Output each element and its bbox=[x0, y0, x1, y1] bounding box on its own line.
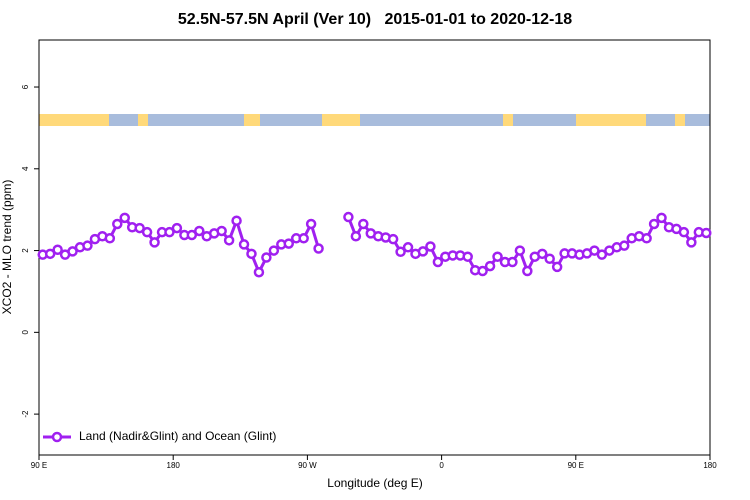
data-point bbox=[417, 246, 429, 257]
chart-title: 52.5N-57.5N April (Ver 10) 2015-01-01 to… bbox=[178, 11, 572, 28]
legend-marker bbox=[51, 431, 63, 443]
data-point bbox=[596, 249, 608, 260]
y-tick-label: -2 bbox=[21, 410, 30, 418]
data-point bbox=[641, 233, 652, 244]
land-strip bbox=[503, 114, 513, 126]
y-tick-label: 6 bbox=[21, 84, 30, 89]
data-point bbox=[648, 218, 660, 230]
data-point bbox=[298, 233, 309, 244]
x-tick-label: 90 W bbox=[298, 461, 317, 470]
y-tick-label: 2 bbox=[21, 248, 30, 253]
land-strip bbox=[675, 114, 685, 126]
x-tick-label: 0 bbox=[439, 461, 444, 470]
land-strip bbox=[39, 114, 109, 126]
data-point bbox=[619, 240, 630, 251]
land-strip bbox=[322, 114, 360, 126]
data-point bbox=[186, 229, 198, 241]
data-point bbox=[305, 218, 317, 230]
data-point bbox=[425, 241, 436, 252]
data-point bbox=[261, 252, 272, 263]
x-axis-label: Longitude (deg E) bbox=[327, 476, 422, 490]
data-point bbox=[343, 211, 354, 223]
data-point bbox=[514, 245, 526, 256]
data-point bbox=[395, 246, 406, 258]
land-strip bbox=[576, 114, 646, 126]
data-point bbox=[432, 256, 444, 268]
data-point bbox=[44, 248, 56, 260]
data-point bbox=[231, 215, 242, 226]
x-tick-label: 90 E bbox=[31, 461, 47, 470]
data-point bbox=[551, 261, 563, 273]
ocean-strip bbox=[39, 114, 710, 126]
data-point bbox=[492, 251, 503, 262]
land-ocean-strip bbox=[39, 114, 710, 126]
data-point bbox=[238, 239, 250, 250]
data-point bbox=[701, 227, 712, 239]
data-point bbox=[223, 235, 235, 246]
data-point bbox=[164, 226, 175, 238]
data-point bbox=[537, 248, 548, 260]
y-axis-label: XCO2 - MLO trend (ppm) bbox=[0, 180, 14, 315]
x-tick-label: 90 E bbox=[568, 461, 584, 470]
data-point bbox=[216, 225, 227, 237]
data-point bbox=[387, 233, 399, 245]
data-point bbox=[134, 222, 145, 234]
data-point bbox=[246, 248, 257, 260]
data-point bbox=[67, 246, 78, 257]
plot-frame bbox=[38, 39, 711, 456]
data-point bbox=[484, 260, 496, 272]
data-point bbox=[253, 266, 265, 278]
data-point bbox=[283, 238, 295, 249]
data-point bbox=[268, 245, 280, 256]
data-point bbox=[194, 225, 205, 237]
data-point bbox=[171, 222, 183, 234]
data-point bbox=[686, 237, 697, 248]
data-point bbox=[149, 237, 160, 248]
data-point bbox=[358, 218, 369, 230]
data-point bbox=[402, 242, 414, 253]
data-point bbox=[104, 233, 116, 244]
y-tick-label: 0 bbox=[21, 330, 30, 335]
x-tick-label: 180 bbox=[703, 461, 717, 470]
data-point bbox=[119, 212, 130, 224]
data-point bbox=[52, 244, 63, 255]
data-point bbox=[462, 251, 473, 262]
data-point bbox=[678, 226, 690, 238]
x-tick-label: 180 bbox=[167, 461, 181, 470]
data-point bbox=[477, 265, 488, 277]
data-point bbox=[141, 226, 153, 238]
data-point bbox=[350, 231, 362, 242]
data-point bbox=[82, 240, 93, 251]
data-point bbox=[522, 265, 533, 277]
legend-label: Land (Nadir&Glint) and Ocean (Glint) bbox=[79, 429, 276, 443]
data-point bbox=[507, 256, 518, 268]
land-strip bbox=[138, 114, 148, 126]
y-tick-label: 4 bbox=[21, 166, 30, 171]
data-point bbox=[112, 218, 123, 230]
data-point bbox=[589, 245, 600, 256]
data-point bbox=[656, 212, 667, 224]
land-strip bbox=[244, 114, 260, 126]
data-point bbox=[313, 243, 324, 254]
data-point bbox=[544, 253, 555, 264]
